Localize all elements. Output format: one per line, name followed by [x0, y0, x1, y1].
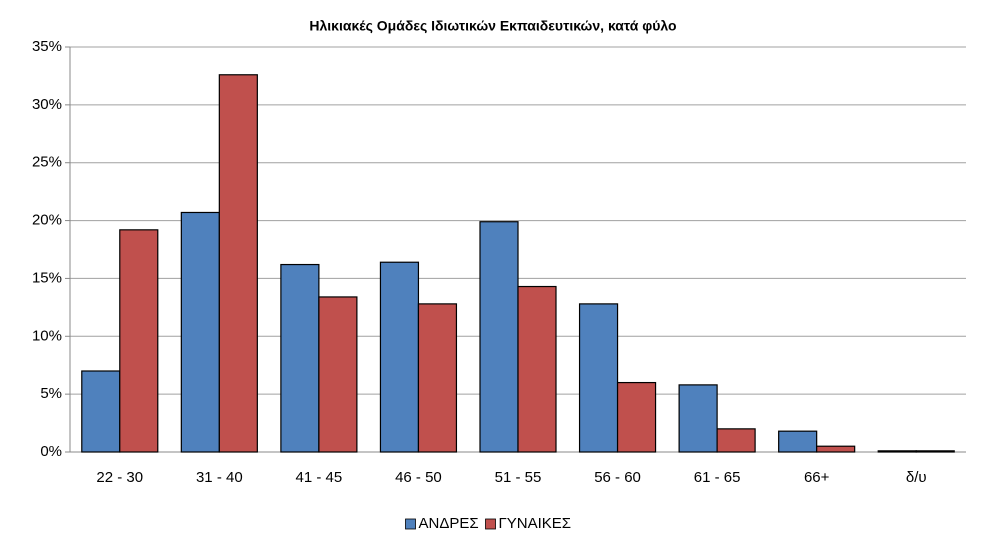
x-tick-label: 56 - 60 — [594, 469, 641, 486]
bar — [716, 428, 756, 453]
bar — [517, 285, 557, 453]
bar — [417, 303, 458, 453]
bar — [778, 430, 818, 453]
legend-label: ΓΥΝΑΙΚΕΣ — [499, 515, 572, 532]
bar — [578, 303, 619, 453]
y-tick-label: 35% — [32, 38, 62, 55]
x-tick-label: 61 - 65 — [694, 469, 741, 486]
x-tick-label: 31 - 40 — [196, 469, 243, 486]
y-tick-label: 5% — [40, 385, 62, 402]
legend-label: ΑΝΔΡΕΣ — [419, 515, 479, 532]
bar — [678, 384, 718, 453]
y-tick-label: 0% — [40, 443, 62, 460]
legend-swatch — [405, 518, 416, 530]
y-tick-label: 20% — [32, 212, 62, 229]
x-tick-label: 41 - 45 — [296, 469, 343, 486]
bar — [816, 445, 856, 453]
x-tick-label: δ/υ — [906, 469, 927, 486]
y-tick-label: 25% — [32, 154, 62, 171]
bar — [280, 263, 320, 453]
x-tick-label: 51 - 55 — [495, 469, 542, 486]
bar — [877, 450, 917, 453]
bar — [218, 74, 258, 453]
bar — [379, 261, 420, 453]
legend-swatch — [485, 518, 496, 530]
y-tick-label: 30% — [32, 96, 62, 113]
bar — [81, 370, 121, 453]
bar — [180, 211, 220, 453]
bar — [318, 296, 358, 453]
y-tick-label: 15% — [32, 269, 62, 286]
chart-title: Ηλικιακές Ομάδες Ιδιωτικών Εκπαιδευτικών… — [309, 18, 676, 34]
x-tick-label: 22 - 30 — [96, 469, 143, 486]
y-tick-label: 10% — [32, 327, 62, 344]
x-tick-label: 66+ — [804, 469, 830, 486]
bar — [915, 450, 955, 453]
bar — [616, 381, 657, 453]
x-tick-label: 46 - 50 — [395, 469, 442, 486]
bar — [479, 221, 519, 453]
bar — [119, 229, 159, 453]
